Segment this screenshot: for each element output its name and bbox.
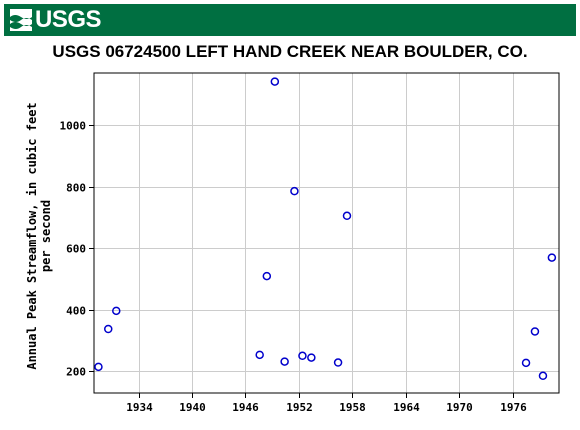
x-tick-label: 1958	[339, 401, 366, 414]
data-point[interactable]	[270, 77, 280, 86]
data-point[interactable]	[290, 186, 299, 196]
x-tick-labels: 1934 1940 1946 1952 1958 1964 1970 1976	[126, 401, 527, 414]
y-tick-label: 400	[66, 305, 86, 318]
usgs-logo[interactable]: USGS	[10, 6, 102, 33]
data-point[interactable]	[94, 362, 103, 372]
y-tick-labels: 200 400 600 800 1000	[60, 120, 87, 379]
x-tick-label: 1940	[179, 401, 206, 414]
y-tick-label: 600	[66, 243, 86, 256]
data-point[interactable]	[262, 271, 272, 281]
x-tick-label: 1970	[446, 401, 473, 414]
x-tick-label: 1934	[126, 401, 153, 414]
data-point[interactable]	[280, 357, 289, 366]
data-point[interactable]	[530, 327, 540, 336]
y-tick-label: 1000	[60, 120, 87, 133]
data-point[interactable]	[521, 358, 531, 368]
data-point[interactable]	[333, 358, 343, 367]
y-tick-label: 800	[66, 182, 86, 195]
x-gridlines	[139, 73, 514, 393]
data-point[interactable]	[298, 351, 307, 361]
plot-frame	[93, 72, 560, 394]
data-point[interactable]	[538, 371, 548, 381]
axis-ticks	[89, 125, 514, 398]
chart-title: USGS 06724500 LEFT HAND CREEK NEAR BOULD…	[52, 42, 528, 61]
data-point[interactable]	[307, 353, 316, 362]
data-point[interactable]	[112, 306, 121, 316]
x-tick-label: 1952	[286, 401, 313, 414]
x-tick-label: 1946	[232, 401, 259, 414]
y-tick-label: 200	[66, 366, 86, 379]
data-point[interactable]	[547, 253, 557, 262]
data-point[interactable]	[342, 211, 352, 221]
usgs-banner: USGS	[4, 4, 576, 36]
data-points	[94, 77, 557, 381]
y-gridlines	[94, 125, 559, 372]
usgs-logo-text: USGS	[35, 6, 102, 33]
x-tick-label: 1964	[393, 401, 420, 414]
usgs-wave-icon	[10, 9, 32, 31]
data-point[interactable]	[255, 350, 264, 360]
data-point[interactable]	[104, 324, 113, 334]
x-tick-label: 1976	[500, 401, 527, 414]
